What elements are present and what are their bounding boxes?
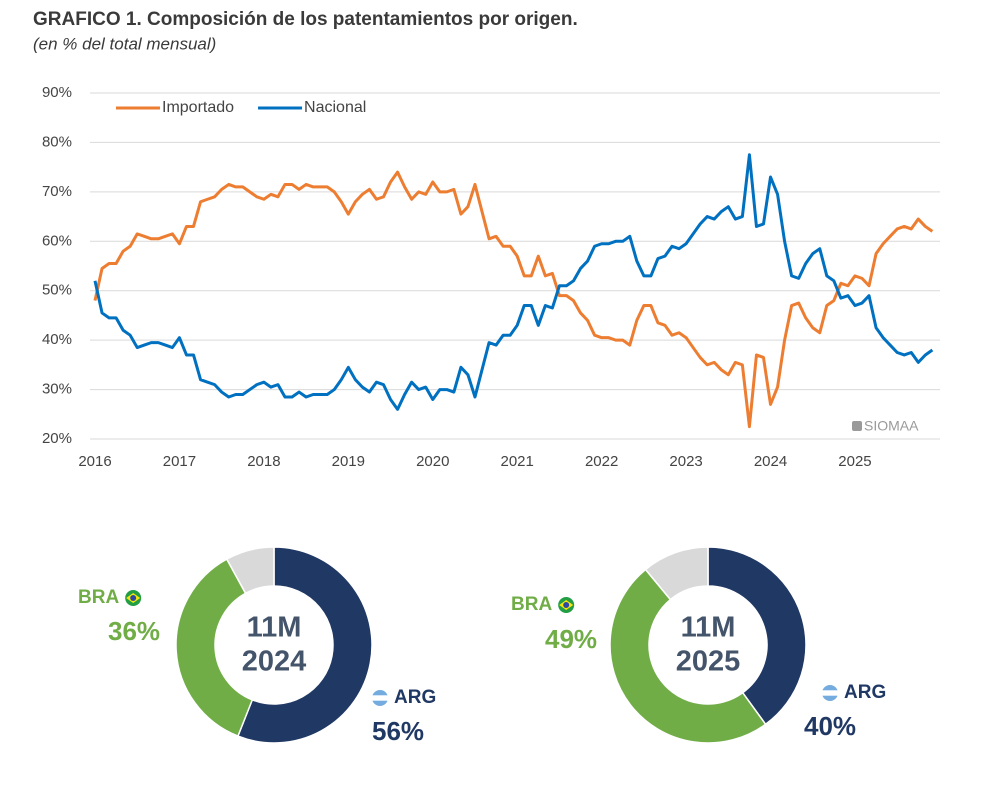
category-label: ARG xyxy=(844,682,886,703)
donut-label: ARG 40% xyxy=(804,682,886,741)
donut-segment xyxy=(225,546,275,595)
donut-segment xyxy=(236,546,373,744)
source: SIOMAA xyxy=(864,418,919,434)
legend-label: Nacional xyxy=(304,99,366,116)
y-tick-label: 30% xyxy=(42,381,72,398)
y-tick-label: 50% xyxy=(42,282,72,299)
value-label: 36% xyxy=(108,616,160,646)
y-tick-label: 80% xyxy=(42,133,72,150)
x-tick-label: 2016 xyxy=(78,453,111,470)
logo-icon xyxy=(852,421,862,431)
donut-label: BRA 49% xyxy=(511,594,597,654)
source-logo: SIOMAA xyxy=(852,418,919,434)
donut-segment xyxy=(707,546,807,726)
donut-center-label: 11M xyxy=(681,612,736,644)
x-tick-label: 2022 xyxy=(585,453,618,470)
donut-label: BRA 36% xyxy=(78,587,160,646)
value-label: 40% xyxy=(804,711,856,741)
line-series xyxy=(93,153,934,411)
chart-title: GRAFICO 1. Composición de los patentamie… xyxy=(33,9,578,30)
donut-center-label: 2024 xyxy=(242,646,307,678)
x-tick-label: 2021 xyxy=(501,453,534,470)
category-label: ARG xyxy=(394,687,436,708)
donut-segment xyxy=(644,546,709,601)
x-tick-label: 2019 xyxy=(332,453,365,470)
value-label: 56% xyxy=(372,716,424,746)
category-label: BRA xyxy=(78,587,119,608)
y-tick-label: 90% xyxy=(42,84,72,101)
x-tick-label: 2017 xyxy=(163,453,196,470)
donut-segment xyxy=(609,568,767,744)
donut-label: ARG 56% xyxy=(372,687,436,746)
y-tick-label: 70% xyxy=(42,183,72,200)
flag-globe xyxy=(130,595,137,601)
category-label: BRA xyxy=(511,594,552,615)
flag-band xyxy=(372,695,388,701)
y-tick-label: 20% xyxy=(42,430,72,447)
x-tick-label: 2023 xyxy=(669,453,702,470)
chart-subtitle: (en % del total mensual) xyxy=(33,34,216,53)
y-tick-label: 40% xyxy=(42,331,72,348)
x-tick-label: 2025 xyxy=(838,453,871,470)
y-tick-label: 60% xyxy=(42,232,72,249)
flag-globe xyxy=(563,602,570,608)
legend-label: Importado xyxy=(162,99,234,116)
flag-band xyxy=(822,690,838,696)
donut-center-label: 2025 xyxy=(676,646,741,678)
donut-center-label: 11M xyxy=(247,612,302,644)
x-tick-label: 2024 xyxy=(754,453,787,470)
line-series xyxy=(93,170,934,429)
value-label: 49% xyxy=(545,624,597,654)
x-tick-label: 2020 xyxy=(416,453,449,470)
donut-segment xyxy=(175,558,254,738)
x-tick-label: 2018 xyxy=(247,453,280,470)
